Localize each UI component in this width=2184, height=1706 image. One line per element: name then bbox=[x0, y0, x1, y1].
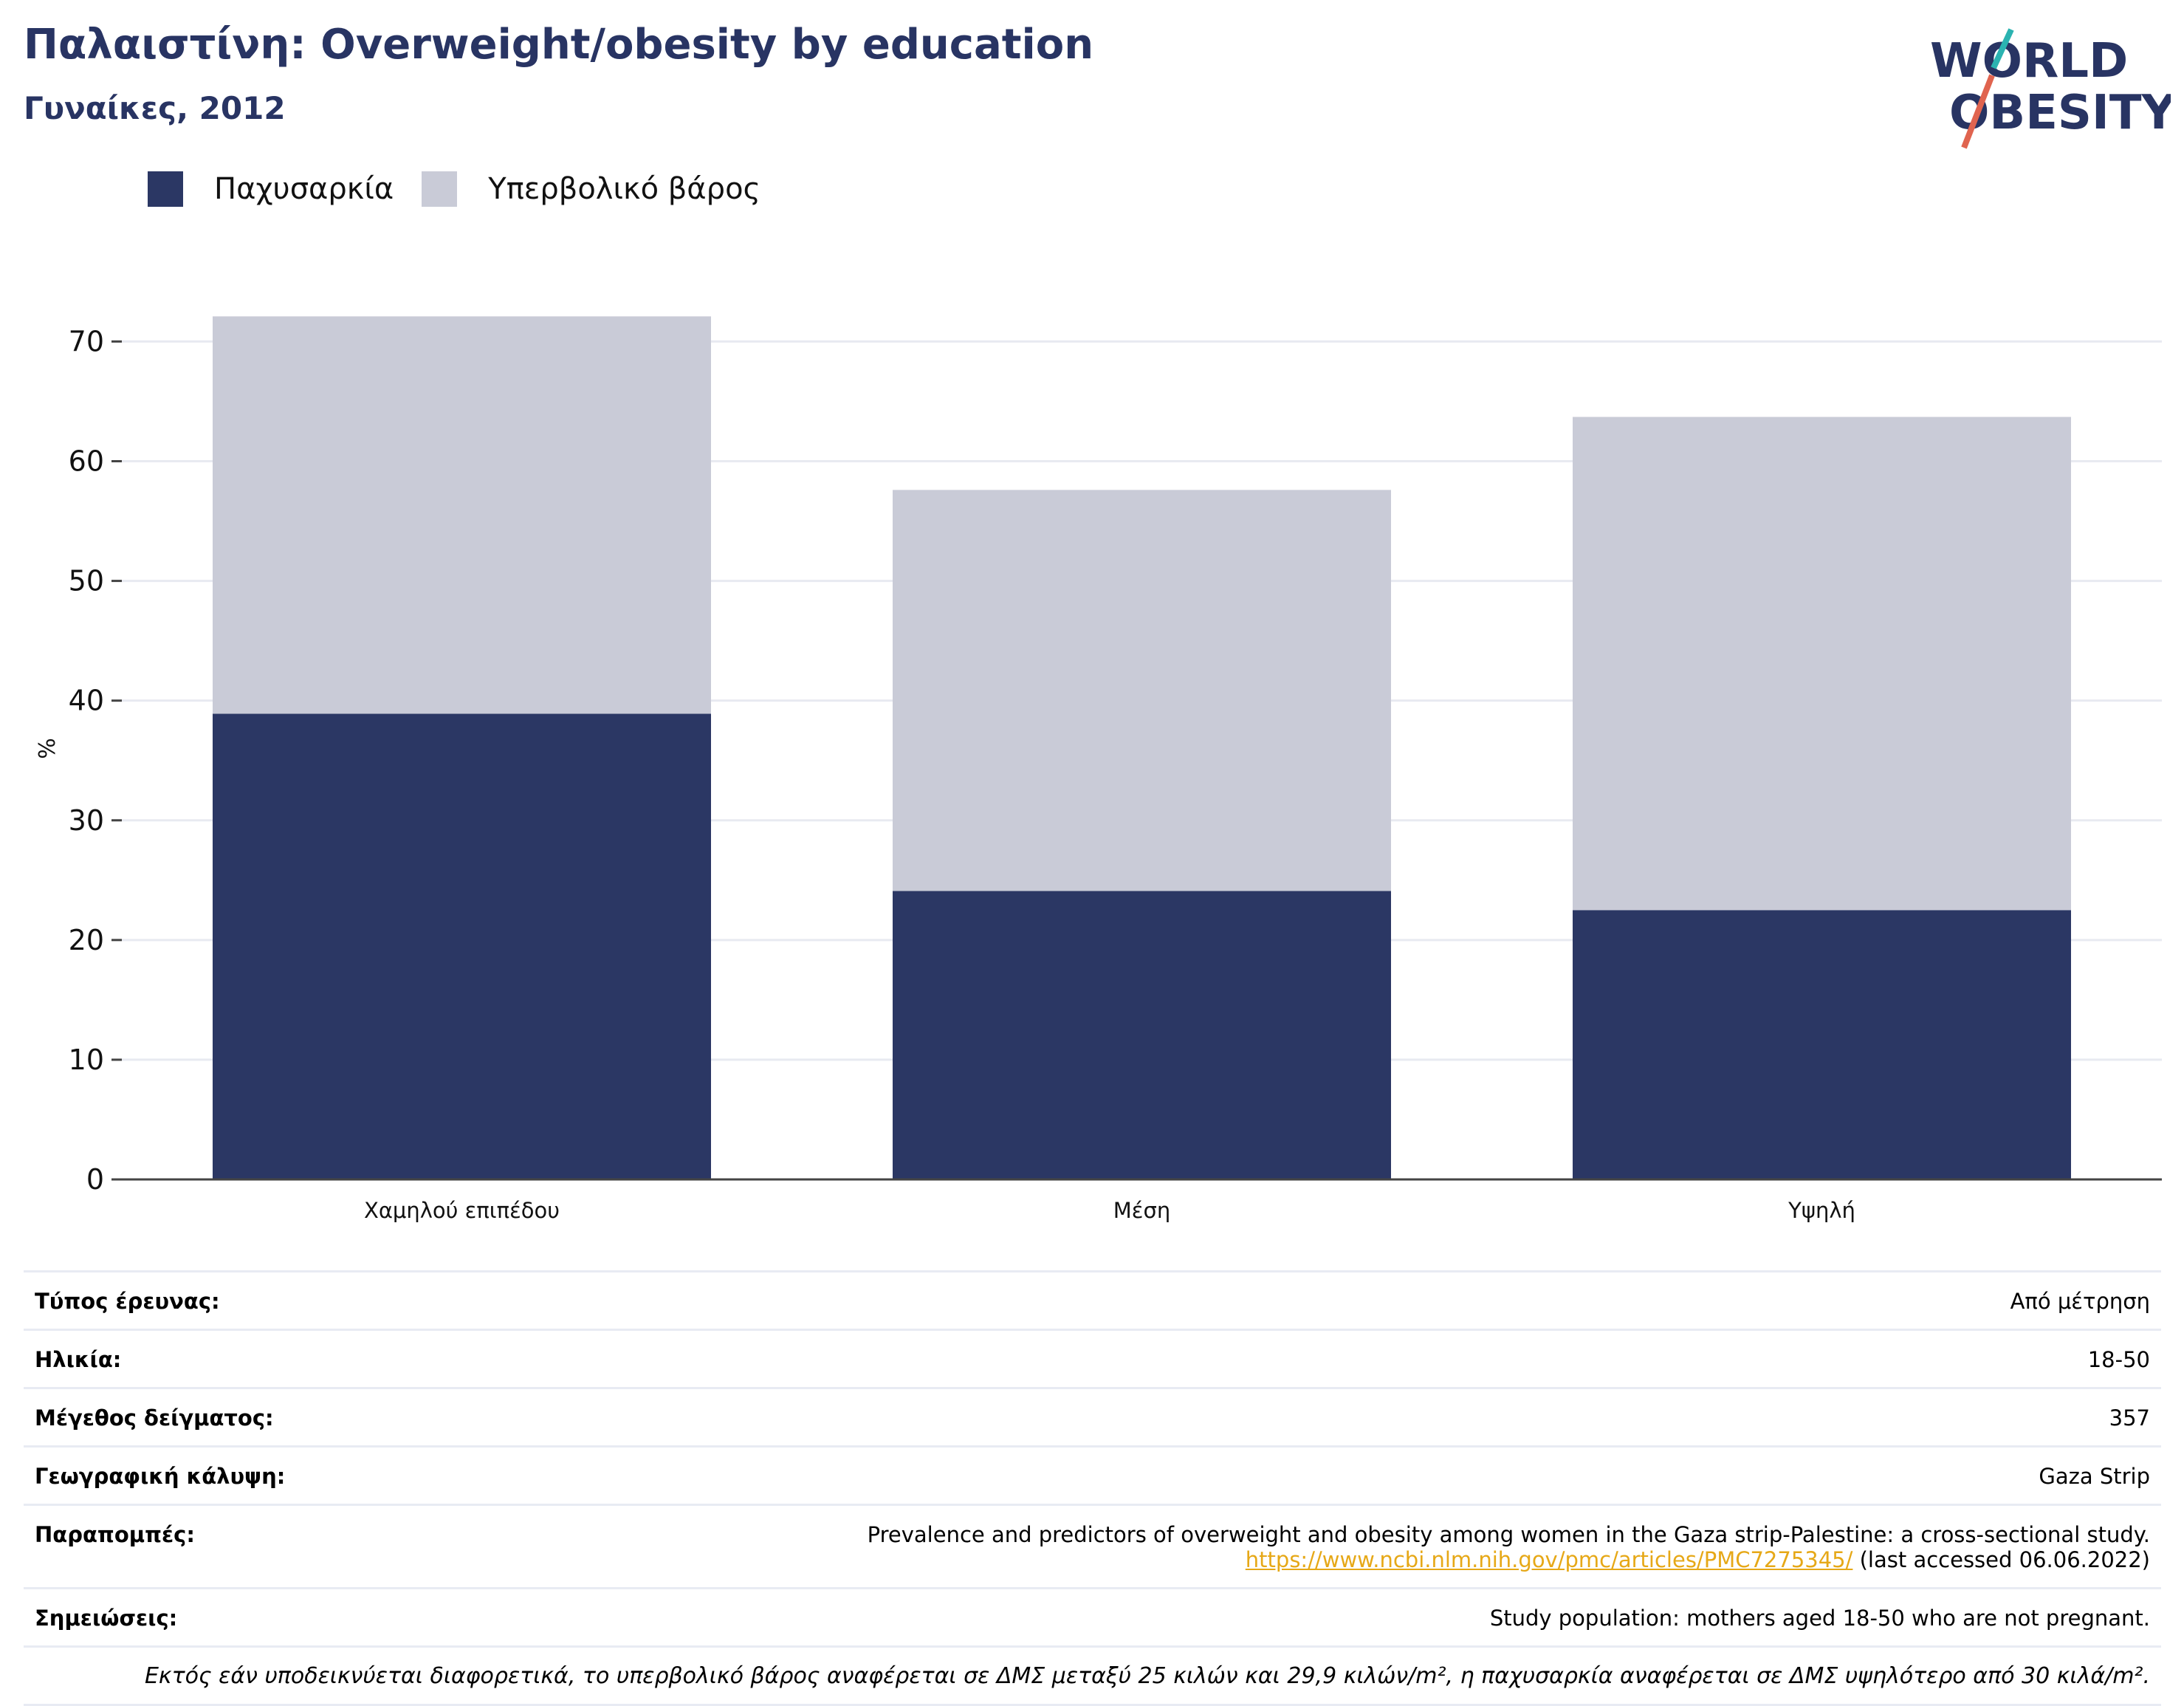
bar-overweight bbox=[893, 490, 1391, 891]
info-row-references: Παραπομπές: Prevalence and predictors of… bbox=[24, 1504, 2161, 1587]
info-row-survey-type: Τύπος έρευνας: Από μέτρηση bbox=[24, 1270, 2161, 1329]
y-tick-label: 50 bbox=[69, 565, 104, 597]
info-value-age: 18-50 bbox=[2087, 1347, 2150, 1372]
logo-text-world: WORLD bbox=[1930, 34, 2128, 89]
world-obesity-logo: WORLD OBESITY bbox=[1930, 28, 2171, 149]
x-tick-label: Χαμηλού επιπέδου bbox=[364, 1198, 560, 1223]
info-row-notes: Σημειώσεις: Study population: mothers ag… bbox=[24, 1587, 2161, 1645]
y-axis-label: % bbox=[35, 738, 61, 759]
info-row-footnote: Εκτός εάν υποδεικνύεται διαφορετικά, το … bbox=[24, 1645, 2161, 1706]
bar-overweight bbox=[1573, 417, 2071, 911]
info-value-survey-type: Από μέτρηση bbox=[2010, 1289, 2150, 1314]
logo-slash-teal bbox=[1991, 28, 2014, 69]
x-tick-label: Υψηλή bbox=[1788, 1198, 1855, 1223]
bar-overweight bbox=[213, 316, 711, 714]
y-tick-label: 30 bbox=[69, 804, 104, 837]
info-label-references: Παραπομπές: bbox=[35, 1522, 195, 1547]
info-value-sample-size: 357 bbox=[2109, 1405, 2150, 1431]
legend-label-obesity: Παχυσαρκία bbox=[214, 172, 394, 206]
legend-item-overweight: Υπερβολικό βάρος bbox=[417, 171, 760, 207]
info-row-sample-size: Μέγεθος δείγματος: 357 bbox=[24, 1387, 2161, 1445]
logo-slash-red bbox=[1961, 74, 1995, 149]
y-tick-label: 0 bbox=[86, 1163, 104, 1196]
chart-legend: Παχυσαρκία Υπερβολικό βάρος bbox=[148, 171, 784, 207]
info-row-age: Ηλικία: 18-50 bbox=[24, 1329, 2161, 1387]
x-tick-label: Μέση bbox=[1113, 1198, 1170, 1223]
chart-subtitle: Γυναίκες, 2012 bbox=[24, 90, 286, 126]
y-tick-label: 40 bbox=[69, 685, 104, 717]
info-row-coverage: Γεωγραφική κάλυψη: Gaza Strip bbox=[24, 1445, 2161, 1504]
stacked-bar-chart: 0 10 20 30 40 50 60 70% Χαμηλού επιπέδου Μέση Υψηλ… bbox=[35, 316, 2162, 1223]
y-tick-label: 20 bbox=[69, 924, 104, 956]
info-value-notes: Study population: mothers aged 18-50 who… bbox=[1489, 1606, 2150, 1631]
y-tick-label: 70 bbox=[69, 325, 104, 357]
info-value-coverage: Gaza Strip bbox=[2039, 1464, 2150, 1489]
reference-accessed: (last accessed 06.06.2022) bbox=[1852, 1547, 2150, 1572]
reference-text: Prevalence and predictors of overweight … bbox=[867, 1522, 2150, 1547]
y-tick-label: 60 bbox=[69, 445, 104, 478]
info-value-references: Prevalence and predictors of overweight … bbox=[868, 1522, 2150, 1572]
chart-title: Παλαιστίνη: Overweight/obesity by educat… bbox=[24, 21, 1094, 69]
info-label-notes: Σημειώσεις: bbox=[35, 1606, 178, 1631]
bar-obesity bbox=[893, 891, 1391, 1179]
legend-swatch-overweight bbox=[422, 171, 458, 207]
legend-swatch-obesity bbox=[148, 171, 183, 207]
info-label-coverage: Γεωγραφική κάλυψη: bbox=[35, 1464, 286, 1489]
info-label-sample-size: Μέγεθος δείγματος: bbox=[35, 1405, 274, 1431]
legend-label-overweight: Υπερβολικό βάρος bbox=[488, 172, 761, 206]
info-label-age: Ηλικία: bbox=[35, 1347, 122, 1372]
bar-obesity bbox=[213, 713, 711, 1179]
legend-item-obesity: Παχυσαρκία bbox=[148, 171, 394, 207]
y-tick-label: 10 bbox=[69, 1044, 104, 1076]
reference-link[interactable]: https://www.ncbi.nlm.nih.gov/pmc/article… bbox=[1245, 1547, 1853, 1572]
bar-obesity bbox=[1573, 910, 2071, 1179]
info-label-survey-type: Τύπος έρευνας: bbox=[35, 1289, 220, 1314]
info-table: Τύπος έρευνας: Από μέτρηση Ηλικία: 18-50… bbox=[24, 1270, 2161, 1706]
footnote-text: Εκτός εάν υποδεικνύεται διαφορετικά, το … bbox=[144, 1663, 2150, 1689]
